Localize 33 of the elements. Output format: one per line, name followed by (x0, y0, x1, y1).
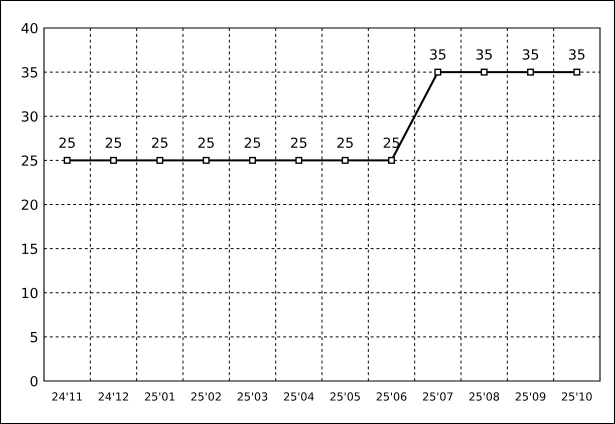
data-label: 25 (384, 137, 400, 148)
data-label: 25 (291, 137, 306, 148)
x-tick-label: 25'03 (238, 392, 268, 401)
x-tick-label: 25'07 (422, 392, 453, 401)
y-tick-label: 40 (21, 22, 38, 34)
data-label: 35 (522, 49, 538, 60)
data-label: 35 (476, 49, 492, 60)
y-tick-label: 20 (22, 199, 38, 210)
x-tick-label: 25'04 (284, 392, 314, 401)
y-tick-label: 30 (22, 111, 38, 122)
y-tick-label: 10 (22, 288, 38, 298)
data-label: 25 (106, 137, 122, 148)
data-label: 35 (569, 49, 584, 60)
x-tick-label: 25'06 (376, 392, 406, 401)
x-tick-label: 25'08 (469, 392, 500, 401)
data-label: 25 (337, 137, 353, 148)
y-tick-label: 35 (22, 67, 38, 78)
y-tick-label: 15 (22, 244, 38, 254)
data-label: 25 (152, 137, 168, 148)
x-tick-label: 25'05 (330, 392, 360, 401)
data-label: 25 (59, 137, 75, 148)
x-tick-label: 24'11 (52, 392, 82, 401)
x-tick-label: 25'01 (144, 392, 174, 401)
data-label: 25 (244, 137, 260, 148)
x-tick-label: 25'02 (191, 392, 221, 401)
x-tick-label: 24'12 (98, 392, 128, 401)
data-label: 25 (198, 137, 214, 148)
y-tick-label: 5 (30, 332, 38, 342)
data-label: 35 (430, 49, 446, 60)
x-tick-label: 25'10 (562, 392, 592, 401)
y-tick-label: 25 (22, 155, 38, 166)
y-tick-label: 0 (30, 376, 38, 386)
x-tick-label: 25'09 (516, 392, 546, 401)
